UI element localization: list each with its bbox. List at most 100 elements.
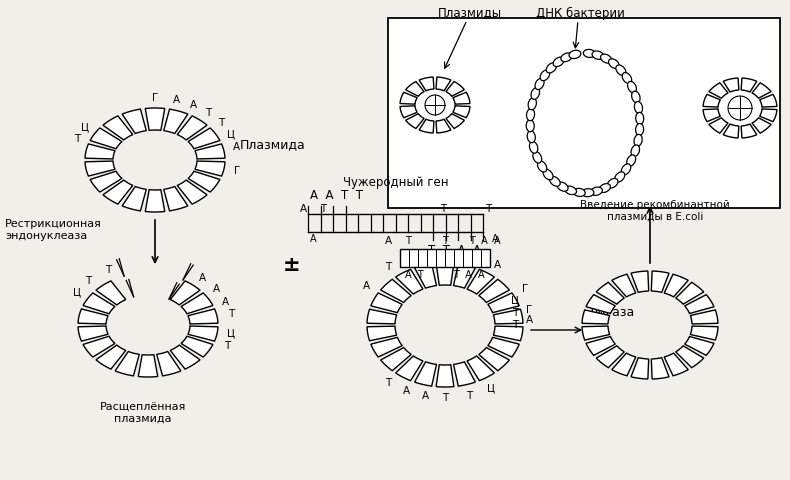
Text: Т: Т <box>320 204 326 214</box>
Text: А: А <box>299 204 307 214</box>
Text: Т: Т <box>74 134 80 144</box>
Ellipse shape <box>561 53 572 62</box>
Ellipse shape <box>592 51 604 60</box>
Polygon shape <box>586 336 615 355</box>
Polygon shape <box>631 358 649 379</box>
Text: А: А <box>385 236 392 246</box>
Polygon shape <box>405 114 424 129</box>
Polygon shape <box>145 190 165 212</box>
Text: А: А <box>198 273 205 283</box>
Polygon shape <box>651 271 669 292</box>
Polygon shape <box>177 180 207 204</box>
Ellipse shape <box>537 161 547 172</box>
Text: Т: Т <box>440 204 446 214</box>
Text: А: А <box>190 100 198 110</box>
Polygon shape <box>582 326 610 340</box>
Polygon shape <box>596 346 624 368</box>
Polygon shape <box>467 269 495 294</box>
Circle shape <box>425 95 445 115</box>
Polygon shape <box>96 345 126 369</box>
Bar <box>400 249 490 267</box>
Ellipse shape <box>616 65 626 75</box>
Ellipse shape <box>621 164 630 175</box>
Ellipse shape <box>634 134 642 146</box>
Text: Т  А  А: Т А А <box>469 236 501 246</box>
Text: А: А <box>232 142 239 152</box>
Polygon shape <box>419 119 434 133</box>
Text: Ц: Ц <box>227 130 235 140</box>
Ellipse shape <box>526 120 534 132</box>
Polygon shape <box>675 282 704 304</box>
Ellipse shape <box>615 172 625 182</box>
Ellipse shape <box>636 112 644 124</box>
Polygon shape <box>690 310 718 324</box>
Text: Т  А  А: Т А А <box>453 270 485 280</box>
Polygon shape <box>741 78 757 92</box>
Circle shape <box>728 96 752 120</box>
Polygon shape <box>371 293 402 312</box>
Polygon shape <box>90 171 122 192</box>
Ellipse shape <box>540 70 550 81</box>
Text: Т: Т <box>224 341 230 351</box>
Text: Т: Т <box>218 118 224 128</box>
Polygon shape <box>752 118 771 133</box>
Ellipse shape <box>608 179 618 188</box>
Polygon shape <box>446 82 465 96</box>
Text: А: А <box>526 315 533 325</box>
Polygon shape <box>83 336 115 357</box>
Polygon shape <box>90 128 122 149</box>
Ellipse shape <box>557 182 568 191</box>
Text: Т: Т <box>228 309 234 319</box>
Polygon shape <box>453 92 470 104</box>
Polygon shape <box>83 293 115 314</box>
Polygon shape <box>122 109 146 133</box>
Text: Г: Г <box>152 93 158 103</box>
Polygon shape <box>177 116 207 140</box>
Ellipse shape <box>565 186 577 194</box>
Ellipse shape <box>546 63 556 73</box>
Text: Расщеплённая
плазмида: Расщеплённая плазмида <box>100 402 186 424</box>
Polygon shape <box>487 337 519 357</box>
Polygon shape <box>85 144 115 159</box>
Polygon shape <box>405 82 424 96</box>
Text: Плазмида: Плазмида <box>240 139 306 152</box>
Ellipse shape <box>591 187 603 195</box>
Text: Т: Т <box>512 308 518 318</box>
Polygon shape <box>115 351 139 376</box>
Ellipse shape <box>550 177 560 186</box>
Text: Т: Т <box>105 265 111 275</box>
Ellipse shape <box>543 169 553 180</box>
Text: Рестрикционная
эндонуклеаза: Рестрикционная эндонуклеаза <box>5 219 102 241</box>
Polygon shape <box>586 295 615 313</box>
Polygon shape <box>400 106 417 118</box>
Ellipse shape <box>574 188 585 196</box>
Polygon shape <box>171 345 200 369</box>
Polygon shape <box>675 346 704 368</box>
Polygon shape <box>611 274 636 297</box>
Polygon shape <box>85 161 115 176</box>
Text: Т: Т <box>512 320 518 330</box>
Polygon shape <box>723 78 739 92</box>
Polygon shape <box>453 106 470 118</box>
Polygon shape <box>453 362 476 386</box>
Polygon shape <box>188 171 220 192</box>
Polygon shape <box>467 356 495 381</box>
Ellipse shape <box>582 189 594 197</box>
Polygon shape <box>479 279 510 302</box>
Ellipse shape <box>634 102 642 113</box>
Ellipse shape <box>627 82 637 93</box>
Polygon shape <box>367 326 397 341</box>
Text: А: А <box>470 251 477 261</box>
Polygon shape <box>436 263 454 285</box>
Polygon shape <box>164 109 188 133</box>
Text: А: А <box>491 234 498 244</box>
Ellipse shape <box>533 152 542 163</box>
Polygon shape <box>741 124 757 138</box>
Text: Т: Т <box>442 393 448 403</box>
Polygon shape <box>164 187 188 211</box>
Text: Г: Г <box>521 284 528 293</box>
Text: Т: Т <box>386 263 392 273</box>
Text: А: А <box>423 391 430 401</box>
Polygon shape <box>138 355 158 377</box>
Polygon shape <box>181 293 213 314</box>
